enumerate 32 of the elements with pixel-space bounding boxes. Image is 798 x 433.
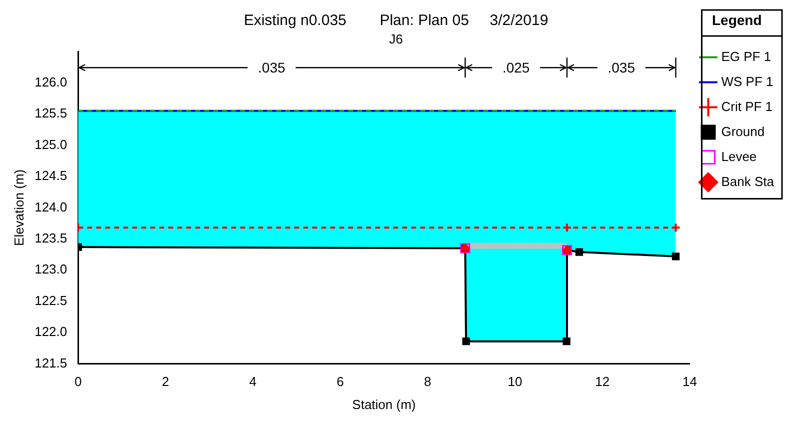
y-tick-label: 123.5 <box>34 230 68 246</box>
y-tick-label: 124.0 <box>34 199 68 214</box>
y-tick-label: 125.5 <box>34 106 68 121</box>
chart-subtitle: J6 <box>389 31 403 46</box>
x-tick-label: 0 <box>74 374 82 390</box>
legend-label: Levee <box>721 148 757 164</box>
x-tick-label: 8 <box>424 374 432 390</box>
y-tick-label: 122.5 <box>34 292 68 308</box>
y-tick-label: 121.5 <box>34 355 68 370</box>
y-tick-label: 125.0 <box>34 136 68 152</box>
y-axis-title: Elevation (m) <box>11 169 26 246</box>
y-tick-label: 123.0 <box>34 262 68 277</box>
y-tick-label: 122.0 <box>34 324 68 340</box>
x-tick-label: 12 <box>595 374 610 390</box>
legend-label: Crit PF 1 <box>721 98 773 114</box>
legend-label: EG PF 1 <box>721 48 772 64</box>
chart-title: Existing n0.035 Plan: Plan 05 3/2/2019 <box>244 12 548 30</box>
x-tick-label: 2 <box>162 374 170 390</box>
legend-title: Legend <box>712 12 762 28</box>
y-tick-label: 124.5 <box>34 168 68 184</box>
annotation: .025 <box>502 60 530 76</box>
x-tick-label: 4 <box>249 374 256 390</box>
legend-label: WS PF 1 <box>721 74 774 89</box>
y-tick-label: 126.0 <box>34 74 68 90</box>
x-axis-title: Station (m) <box>352 396 416 412</box>
legend-label: Ground <box>721 124 765 139</box>
annotation: .035 <box>608 60 636 76</box>
annotation: .035 <box>258 60 286 76</box>
x-tick-label: 14 <box>682 374 697 390</box>
x-tick-label: 10 <box>508 374 522 390</box>
legend-label: Bank Sta <box>721 174 775 189</box>
x-tick-label: 6 <box>336 374 344 390</box>
